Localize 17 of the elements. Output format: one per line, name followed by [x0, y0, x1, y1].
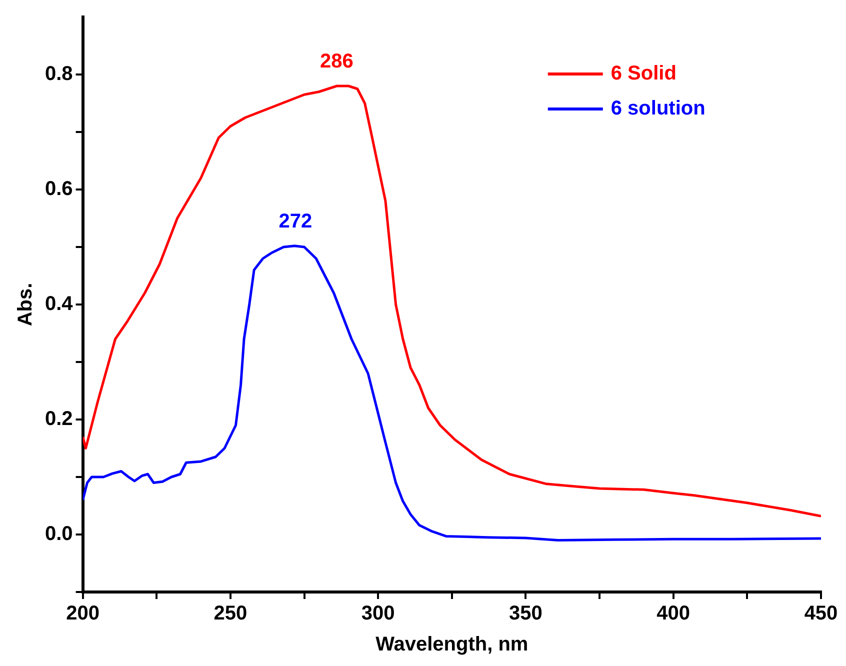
annotation: 286	[320, 50, 354, 73]
y-tick-label: 0.6	[44, 178, 73, 200]
x-tick-label: 300	[361, 602, 395, 625]
x-axis-title: Wavelength, nm	[376, 634, 528, 656]
legend-label: 6 solution	[610, 98, 706, 120]
y-axis-title: Abs.	[14, 282, 37, 326]
x-tick-label: 450	[804, 602, 838, 625]
y-tick-label: 0.8	[44, 63, 73, 86]
x-tick-label: 250	[214, 602, 248, 625]
y-tick-label: 0.0	[44, 523, 73, 546]
x-tick-label: 350	[509, 602, 542, 625]
annotation: 272	[278, 210, 312, 232]
x-tick-label: 400	[656, 602, 690, 625]
y-tick-label: 0.2	[44, 408, 73, 430]
legend-label: 6 Solid	[610, 62, 676, 85]
y-tick-label: 0.4	[44, 293, 74, 316]
x-tick-label: 200	[66, 602, 100, 625]
